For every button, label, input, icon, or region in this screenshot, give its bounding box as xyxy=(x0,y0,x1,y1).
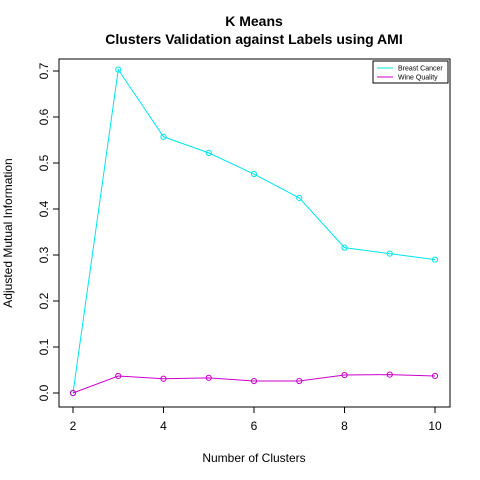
series-line xyxy=(72,374,436,394)
data-point xyxy=(160,133,167,140)
y-tick-label: 0.5 xyxy=(37,154,51,171)
data-point xyxy=(386,371,393,378)
data-point xyxy=(341,244,348,251)
data-point xyxy=(341,371,348,379)
data-point xyxy=(250,170,258,178)
data-point xyxy=(296,194,303,202)
y-tick-label: 0.7 xyxy=(37,62,51,79)
legend: Breast Cancer Wine Quality xyxy=(372,60,449,84)
y-tick-label: 0.3 xyxy=(37,246,51,263)
x-axis: 2 4 6 8 10 xyxy=(70,407,442,433)
legend-label-wine-quality: Wine Quality xyxy=(398,75,438,82)
y-axis-label: Adjusted Mutual Information xyxy=(1,158,15,307)
x-tick-label: 8 xyxy=(341,419,348,433)
data-point xyxy=(115,372,122,380)
y-axis: 0.0 0.1 0.2 0.3 0.4 0.5 0.6 0.7 xyxy=(37,62,59,401)
x-tick-label: 4 xyxy=(160,419,167,433)
y-tick-label: 0.2 xyxy=(37,292,51,309)
data-point xyxy=(69,389,77,397)
y-tick-label: 0.6 xyxy=(37,108,51,125)
data-point xyxy=(296,377,303,385)
data-point xyxy=(160,375,167,382)
series-line xyxy=(72,68,436,394)
x-axis-label: Number of Clusters xyxy=(202,451,305,465)
data-point xyxy=(205,149,212,156)
legend-label-breast-cancer: Breast Cancer xyxy=(398,66,443,73)
data-point xyxy=(431,256,439,263)
data-point xyxy=(431,372,439,380)
x-tick-label: 10 xyxy=(428,419,442,433)
chart-subtitle: Clusters Validation against Labels using… xyxy=(105,31,402,47)
y-tick-label: 0.0 xyxy=(37,384,51,401)
series-layer xyxy=(69,66,439,397)
data-point xyxy=(205,374,212,381)
x-tick-label: 2 xyxy=(70,419,77,433)
data-point xyxy=(250,377,258,385)
y-tick-label: 0.4 xyxy=(37,200,51,217)
y-tick-label: 0.1 xyxy=(37,338,51,355)
chart-title: K Means xyxy=(225,13,283,29)
data-point xyxy=(386,250,393,257)
x-tick-label: 6 xyxy=(251,419,258,433)
plot-frame xyxy=(58,58,451,408)
data-point xyxy=(115,66,122,73)
